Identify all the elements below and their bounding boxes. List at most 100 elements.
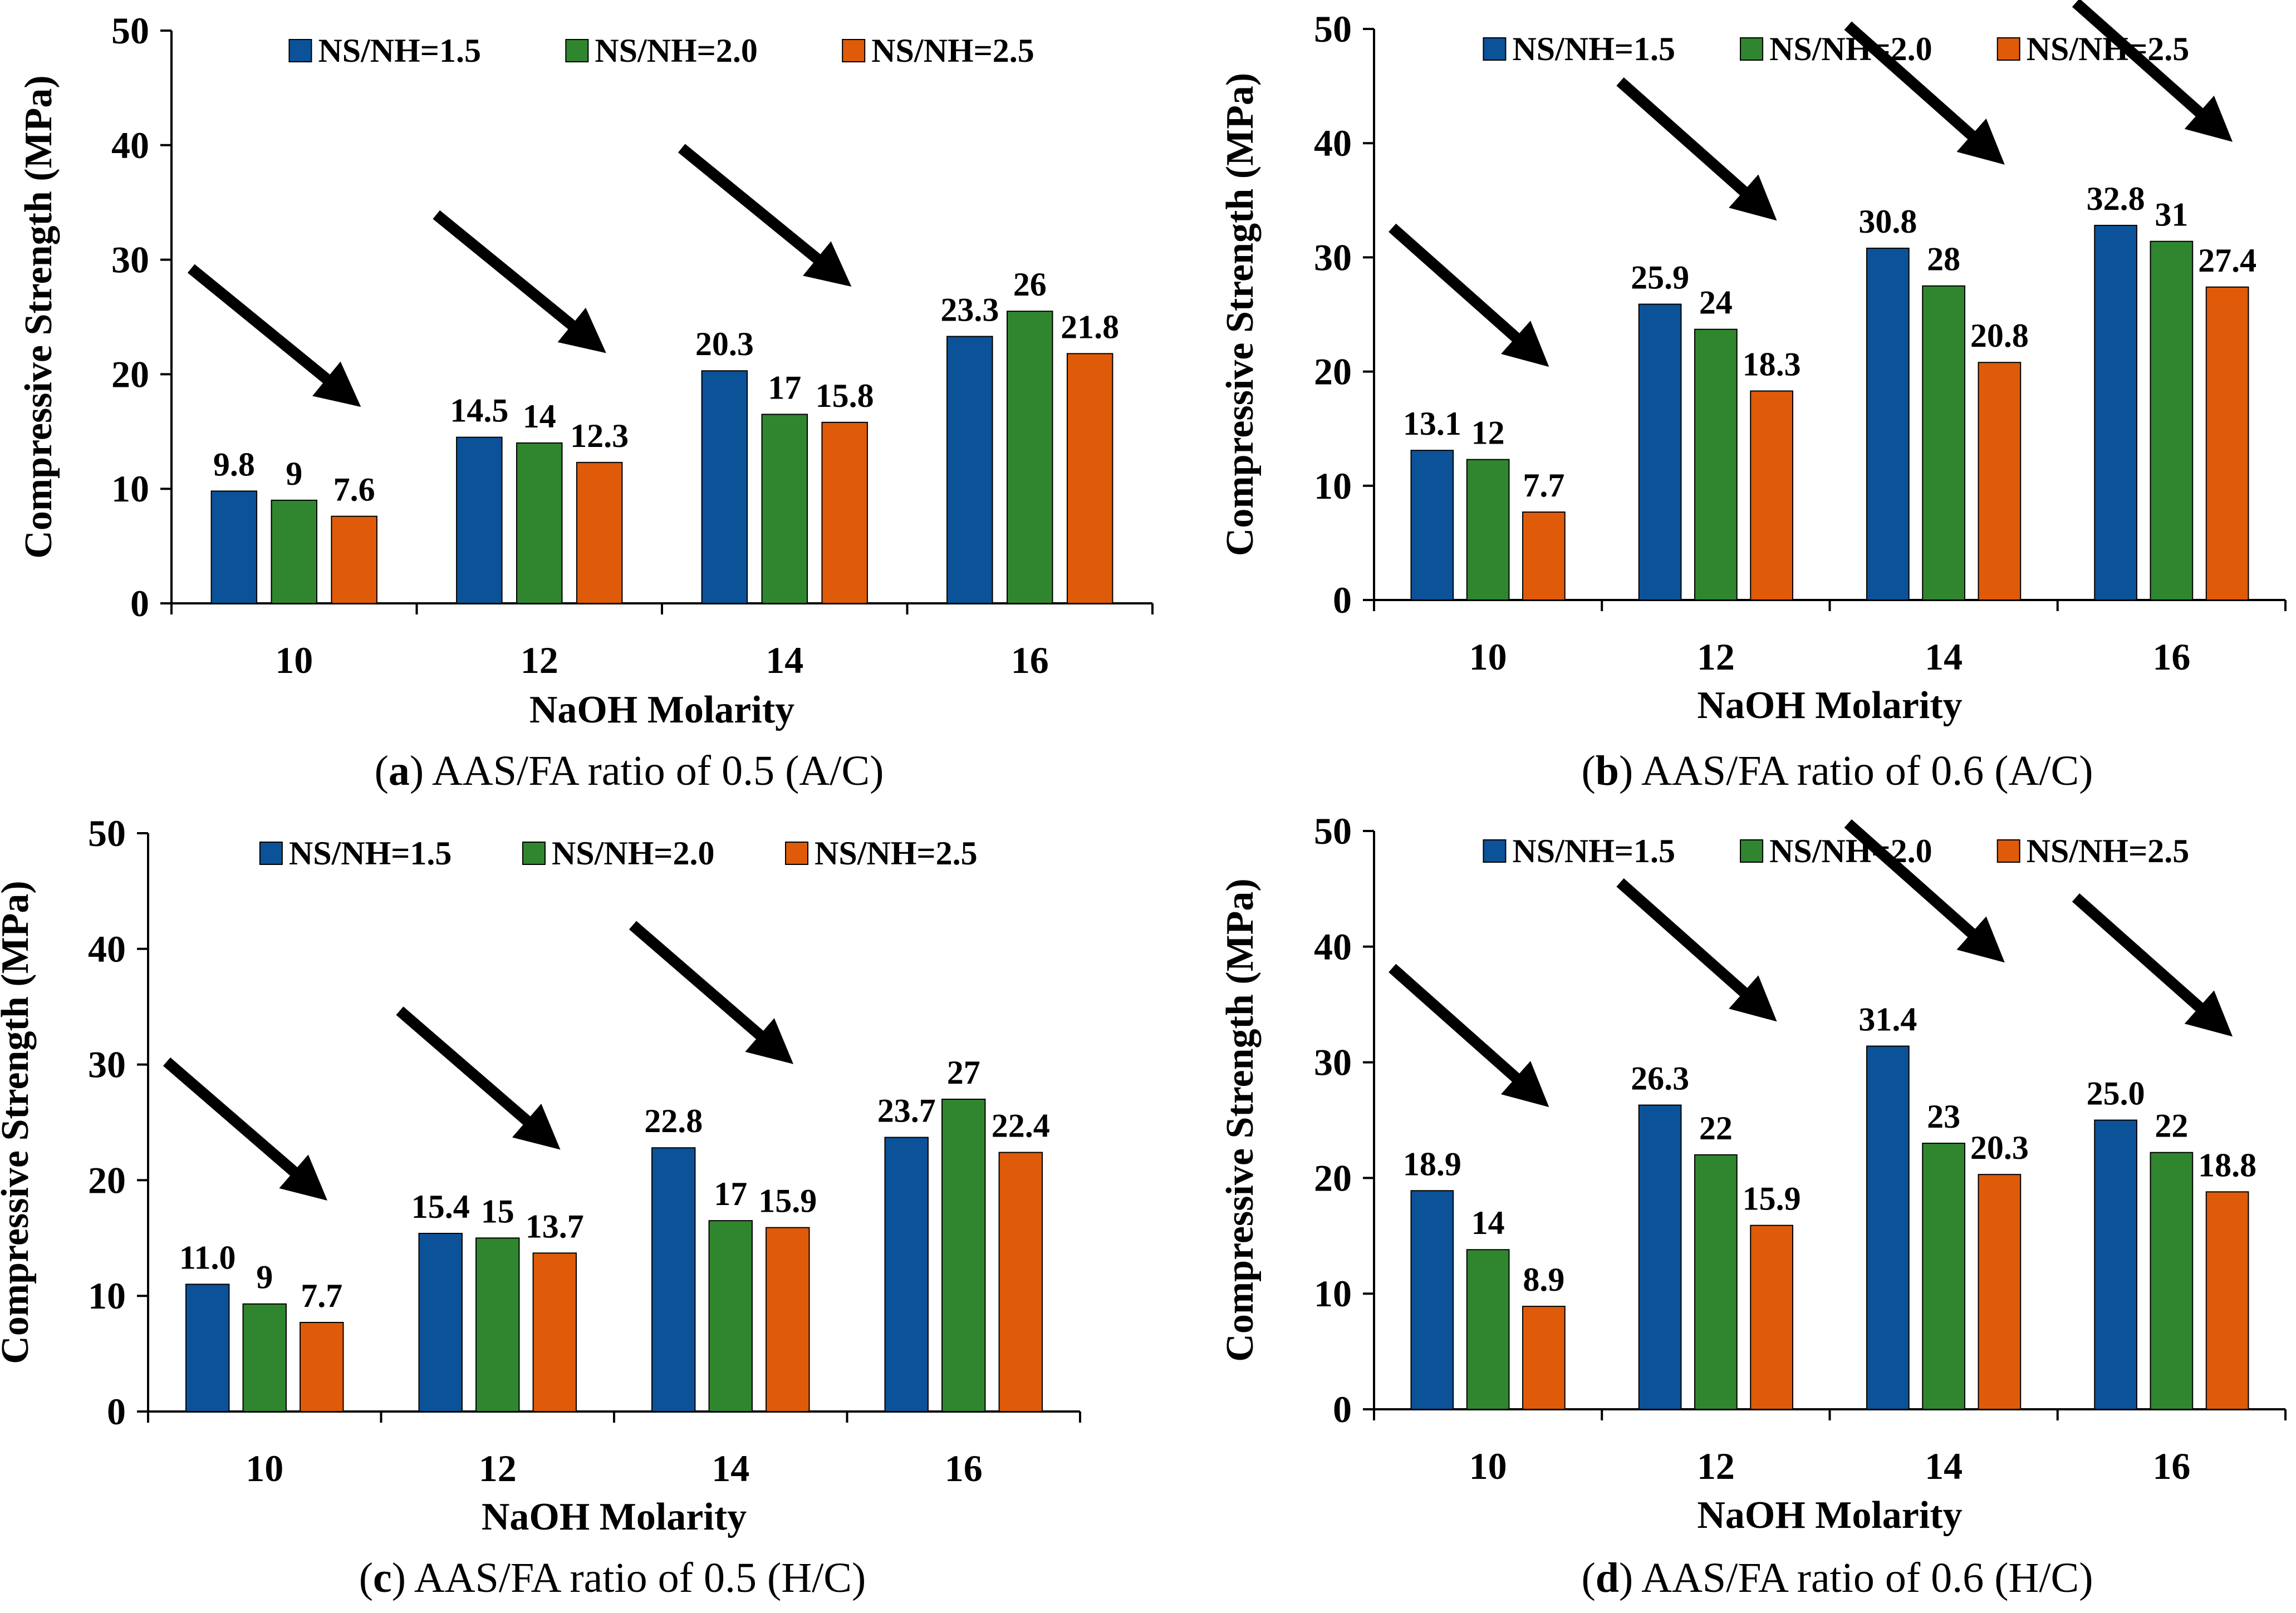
data-label: 15.9	[1743, 1181, 1801, 1217]
bar-ns-nh-2-0-10	[242, 1303, 287, 1413]
y-tick-label: 0	[1333, 1388, 1352, 1430]
y-tick-label: 10	[111, 468, 149, 510]
bar-ns-nh-1-5-10	[210, 490, 258, 604]
y-tick-label: 20	[1314, 351, 1352, 393]
y-tick-label: 10	[88, 1275, 126, 1317]
y-tick-label: 10	[1314, 465, 1352, 507]
bar-ns-nh-2-0-10	[271, 499, 317, 604]
data-label: 11.0	[179, 1239, 236, 1276]
legend-swatch	[1483, 37, 1507, 61]
x-tick-label: 12	[521, 639, 558, 681]
y-tick-label: 40	[1314, 122, 1352, 164]
data-label: 13.7	[526, 1208, 584, 1245]
bar-ns-nh-1-5-12	[1638, 1104, 1682, 1410]
x-tick-label: 12	[1697, 1445, 1735, 1487]
panel-caption: (b) AAS/FA ratio of 0.6 (A/C)	[1581, 748, 2093, 794]
y-tick-label: 30	[1314, 236, 1352, 278]
y-tick-label: 20	[88, 1159, 126, 1201]
legend-label: NS/NH=2.5	[2027, 31, 2190, 67]
y-tick-label: 50	[1314, 810, 1352, 852]
data-label: 15.4	[411, 1188, 470, 1225]
y-tick-label: 0	[1333, 579, 1352, 621]
data-label: 27	[947, 1054, 980, 1091]
trend-arrow	[1844, 819, 2005, 963]
data-label: 22.4	[992, 1108, 1050, 1144]
bar-ns-nh-2-5-10	[1522, 511, 1566, 601]
data-label: 24	[1699, 284, 1733, 321]
bar-ns-nh-2-5-12	[576, 461, 623, 604]
bar-ns-nh-1-5-14	[701, 370, 748, 604]
trend-arrow	[187, 264, 361, 407]
legend-label: NS/NH=1.5	[1512, 31, 1675, 67]
y-tick-label: 50	[111, 9, 149, 52]
trend-arrow	[433, 210, 606, 353]
y-axis-title: Compressive Strength (MPa)	[17, 75, 60, 558]
legend-label: NS/NH=2.5	[871, 32, 1034, 69]
bar-ns-nh-1-5-14	[651, 1147, 696, 1413]
trend-arrow	[1616, 77, 1777, 221]
bar-ns-nh-2-0-14	[761, 414, 808, 604]
x-tick-label: 10	[275, 639, 313, 681]
data-label: 25.0	[2087, 1075, 2145, 1112]
legend-swatch	[1740, 37, 1764, 61]
bar-ns-nh-2-0-12	[475, 1237, 520, 1413]
x-tick-label: 14	[1925, 636, 1963, 678]
data-label: 21.8	[1061, 308, 1119, 345]
data-label: 23	[1927, 1098, 1960, 1135]
trend-arrow	[1616, 878, 1777, 1022]
chart-panel-d: 0 10 20 30 40 50 10 12 14 16 18.9 14 8.9 26.3 22 15.9 31…	[1219, 810, 2287, 1601]
bar-ns-nh-1-5-14	[1866, 247, 1910, 601]
data-label: 26.3	[1631, 1060, 1689, 1096]
bar-ns-nh-2-5-10	[1522, 1306, 1566, 1410]
data-label: 18.3	[1743, 346, 1801, 382]
trend-arrow	[678, 144, 852, 287]
bar-ns-nh-1-5-10	[1410, 450, 1454, 601]
y-tick-label: 40	[88, 928, 126, 970]
bar-ns-nh-2-0-12	[516, 442, 563, 604]
y-tick-label: 40	[111, 124, 149, 166]
bar-ns-nh-1-5-12	[418, 1232, 463, 1413]
panel-caption: (c) AAS/FA ratio of 0.5 (H/C)	[359, 1555, 866, 1601]
data-label: 9	[256, 1259, 273, 1296]
x-tick-label: 14	[712, 1447, 749, 1489]
chart-panel-c: 0 10 20 30 40 50 10 12 14 16 11.0 9 7.7 15.4 15 13.7 22.…	[0, 812, 1081, 1601]
data-label: 9	[286, 455, 302, 492]
bar-ns-nh-2-0-14	[1922, 285, 1965, 601]
data-label: 9.8	[213, 446, 255, 483]
bar-ns-nh-2-0-16	[2150, 1152, 2194, 1410]
legend-label: NS/NH=1.5	[289, 835, 452, 872]
legend-swatch	[288, 39, 312, 62]
data-label: 30.8	[1858, 203, 1917, 240]
x-tick-label: 16	[1011, 639, 1049, 681]
bar-ns-nh-2-5-14	[1978, 362, 2022, 601]
panel-caption: (a) AAS/FA ratio of 0.5 (A/C)	[375, 748, 884, 794]
y-tick-label: 50	[88, 812, 126, 854]
chart-panel-b: 0 10 20 30 40 50 10 12 14 16 13.1 12 7.7 25.9 24 18.3 30…	[1219, 0, 2287, 794]
x-tick-label: 10	[1469, 1445, 1507, 1487]
data-label: 22	[2155, 1108, 2188, 1144]
x-tick-label: 10	[1469, 636, 1507, 678]
bar-ns-nh-2-5-16	[2205, 1191, 2249, 1410]
legend-swatch	[785, 842, 809, 865]
data-label: 12	[1471, 415, 1505, 451]
x-tick-label: 14	[766, 639, 803, 681]
bar-ns-nh-1-5-14	[1866, 1045, 1910, 1410]
data-label: 14	[523, 398, 556, 435]
x-axis-title: NaOH Molarity	[482, 1496, 747, 1538]
legend-swatch	[259, 842, 283, 865]
data-label: 18.8	[2198, 1147, 2256, 1183]
bar-ns-nh-2-0-10	[1466, 459, 1510, 601]
bar-ns-nh-2-5-16	[998, 1152, 1043, 1413]
panel-caption: (d) AAS/FA ratio of 0.6 (H/C)	[1581, 1555, 2093, 1601]
bar-ns-nh-2-0-10	[1466, 1249, 1510, 1410]
legend-swatch	[1996, 37, 2020, 61]
trend-arrow	[1389, 963, 1549, 1108]
bar-ns-nh-1-5-16	[2094, 224, 2137, 601]
legend-swatch	[1483, 839, 1507, 863]
x-tick-label: 16	[2152, 636, 2190, 678]
bar-ns-nh-2-5-14	[766, 1227, 810, 1412]
bar-ns-nh-2-0-16	[1007, 311, 1053, 604]
y-tick-label: 0	[130, 582, 149, 624]
x-tick-label: 10	[246, 1447, 283, 1489]
y-tick-label: 0	[107, 1390, 126, 1433]
